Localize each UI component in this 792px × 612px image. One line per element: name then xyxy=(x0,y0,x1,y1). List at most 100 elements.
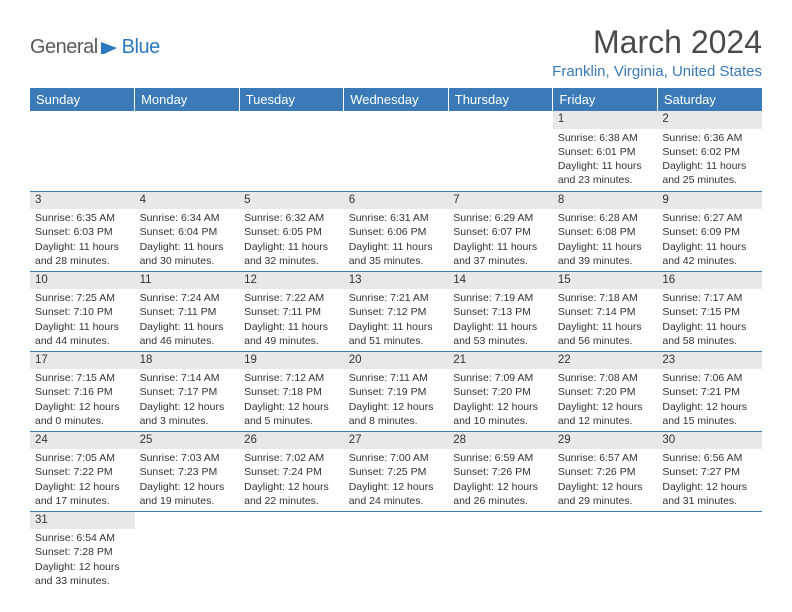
title-area: March 2024 Franklin, Virginia, United St… xyxy=(552,24,762,86)
calendar-week: 24Sunrise: 7:05 AMSunset: 7:22 PMDayligh… xyxy=(30,431,762,511)
calendar-page: General Blue March 2024 Franklin, Virgin… xyxy=(0,0,792,591)
day-number: 11 xyxy=(135,272,240,290)
day-detail: Sunrise: 7:19 AMSunset: 7:13 PMDaylight:… xyxy=(448,289,553,350)
day-detail: Sunrise: 7:17 AMSunset: 7:15 PMDaylight:… xyxy=(657,289,762,350)
day-number: 16 xyxy=(657,272,762,290)
day-detail: Sunrise: 7:06 AMSunset: 7:21 PMDaylight:… xyxy=(657,369,762,430)
day-number: 7 xyxy=(448,192,553,210)
day-number: 21 xyxy=(448,352,553,370)
day-detail: Sunrise: 6:35 AMSunset: 6:03 PMDaylight:… xyxy=(30,209,135,270)
calendar-day: 13Sunrise: 7:21 AMSunset: 7:12 PMDayligh… xyxy=(344,271,449,351)
day-detail: Sunrise: 7:08 AMSunset: 7:20 PMDaylight:… xyxy=(553,369,658,430)
calendar-week: 17Sunrise: 7:15 AMSunset: 7:16 PMDayligh… xyxy=(30,351,762,431)
calendar-day: 1Sunrise: 6:38 AMSunset: 6:01 PMDaylight… xyxy=(553,111,658,191)
calendar-body: 1Sunrise: 6:38 AMSunset: 6:01 PMDaylight… xyxy=(30,111,762,591)
day-detail: Sunrise: 7:22 AMSunset: 7:11 PMDaylight:… xyxy=(239,289,344,350)
calendar-empty xyxy=(239,111,344,191)
calendar-day: 25Sunrise: 7:03 AMSunset: 7:23 PMDayligh… xyxy=(135,431,240,511)
day-detail: Sunrise: 7:14 AMSunset: 7:17 PMDaylight:… xyxy=(135,369,240,430)
day-detail: Sunrise: 6:27 AMSunset: 6:09 PMDaylight:… xyxy=(657,209,762,270)
day-detail: Sunrise: 7:25 AMSunset: 7:10 PMDaylight:… xyxy=(30,289,135,350)
calendar-table: SundayMondayTuesdayWednesdayThursdayFrid… xyxy=(30,88,762,591)
day-detail: Sunrise: 6:36 AMSunset: 6:02 PMDaylight:… xyxy=(657,129,762,190)
weekday-header: Thursday xyxy=(448,88,553,111)
day-detail: Sunrise: 6:34 AMSunset: 6:04 PMDaylight:… xyxy=(135,209,240,270)
calendar-day: 23Sunrise: 7:06 AMSunset: 7:21 PMDayligh… xyxy=(657,351,762,431)
day-number: 12 xyxy=(239,272,344,290)
day-number: 27 xyxy=(344,432,449,450)
calendar-head: SundayMondayTuesdayWednesdayThursdayFrid… xyxy=(30,88,762,111)
weekday-row: SundayMondayTuesdayWednesdayThursdayFrid… xyxy=(30,88,762,111)
day-detail: Sunrise: 6:54 AMSunset: 7:28 PMDaylight:… xyxy=(30,529,135,590)
weekday-header: Friday xyxy=(553,88,658,111)
calendar-day: 20Sunrise: 7:11 AMSunset: 7:19 PMDayligh… xyxy=(344,351,449,431)
day-detail: Sunrise: 7:11 AMSunset: 7:19 PMDaylight:… xyxy=(344,369,449,430)
weekday-header: Saturday xyxy=(657,88,762,111)
header: General Blue March 2024 Franklin, Virgin… xyxy=(30,24,762,86)
location: Franklin, Virginia, United States xyxy=(552,63,762,80)
calendar-day: 6Sunrise: 6:31 AMSunset: 6:06 PMDaylight… xyxy=(344,191,449,271)
logo-text-general: General xyxy=(30,36,98,59)
calendar-day: 28Sunrise: 6:59 AMSunset: 7:26 PMDayligh… xyxy=(448,431,553,511)
calendar-empty xyxy=(344,511,449,591)
weekday-header: Tuesday xyxy=(239,88,344,111)
day-detail: Sunrise: 6:56 AMSunset: 7:27 PMDaylight:… xyxy=(657,449,762,510)
day-detail: Sunrise: 6:59 AMSunset: 7:26 PMDaylight:… xyxy=(448,449,553,510)
logo: General Blue xyxy=(30,36,160,59)
calendar-day: 12Sunrise: 7:22 AMSunset: 7:11 PMDayligh… xyxy=(239,271,344,351)
calendar-day: 26Sunrise: 7:02 AMSunset: 7:24 PMDayligh… xyxy=(239,431,344,511)
calendar-empty xyxy=(135,511,240,591)
calendar-day: 24Sunrise: 7:05 AMSunset: 7:22 PMDayligh… xyxy=(30,431,135,511)
day-detail: Sunrise: 7:05 AMSunset: 7:22 PMDaylight:… xyxy=(30,449,135,510)
day-number: 2 xyxy=(657,111,762,129)
calendar-day: 16Sunrise: 7:17 AMSunset: 7:15 PMDayligh… xyxy=(657,271,762,351)
day-detail: Sunrise: 7:15 AMSunset: 7:16 PMDaylight:… xyxy=(30,369,135,430)
calendar-day: 9Sunrise: 6:27 AMSunset: 6:09 PMDaylight… xyxy=(657,191,762,271)
calendar-empty xyxy=(239,511,344,591)
calendar-empty xyxy=(553,511,658,591)
day-number: 28 xyxy=(448,432,553,450)
day-number: 30 xyxy=(657,432,762,450)
calendar-day: 15Sunrise: 7:18 AMSunset: 7:14 PMDayligh… xyxy=(553,271,658,351)
day-detail: Sunrise: 6:28 AMSunset: 6:08 PMDaylight:… xyxy=(553,209,658,270)
day-number: 19 xyxy=(239,352,344,370)
day-number: 1 xyxy=(553,111,658,129)
calendar-day: 30Sunrise: 6:56 AMSunset: 7:27 PMDayligh… xyxy=(657,431,762,511)
day-number: 22 xyxy=(553,352,658,370)
day-detail: Sunrise: 6:57 AMSunset: 7:26 PMDaylight:… xyxy=(553,449,658,510)
day-number: 31 xyxy=(30,512,135,530)
calendar-day: 3Sunrise: 6:35 AMSunset: 6:03 PMDaylight… xyxy=(30,191,135,271)
weekday-header: Wednesday xyxy=(344,88,449,111)
day-number: 26 xyxy=(239,432,344,450)
day-number: 20 xyxy=(344,352,449,370)
calendar-day: 5Sunrise: 6:32 AMSunset: 6:05 PMDaylight… xyxy=(239,191,344,271)
logo-flag-icon xyxy=(101,40,119,54)
day-detail: Sunrise: 7:09 AMSunset: 7:20 PMDaylight:… xyxy=(448,369,553,430)
day-detail: Sunrise: 7:24 AMSunset: 7:11 PMDaylight:… xyxy=(135,289,240,350)
day-number: 9 xyxy=(657,192,762,210)
weekday-header: Monday xyxy=(135,88,240,111)
day-detail: Sunrise: 7:18 AMSunset: 7:14 PMDaylight:… xyxy=(553,289,658,350)
calendar-week: 31Sunrise: 6:54 AMSunset: 7:28 PMDayligh… xyxy=(30,511,762,591)
day-number: 24 xyxy=(30,432,135,450)
day-number: 15 xyxy=(553,272,658,290)
day-detail: Sunrise: 6:31 AMSunset: 6:06 PMDaylight:… xyxy=(344,209,449,270)
day-number: 6 xyxy=(344,192,449,210)
day-number: 5 xyxy=(239,192,344,210)
calendar-day: 10Sunrise: 7:25 AMSunset: 7:10 PMDayligh… xyxy=(30,271,135,351)
calendar-empty xyxy=(344,111,449,191)
day-detail: Sunrise: 6:29 AMSunset: 6:07 PMDaylight:… xyxy=(448,209,553,270)
calendar-empty xyxy=(657,511,762,591)
day-detail: Sunrise: 6:38 AMSunset: 6:01 PMDaylight:… xyxy=(553,129,658,190)
calendar-empty xyxy=(448,111,553,191)
day-detail: Sunrise: 7:02 AMSunset: 7:24 PMDaylight:… xyxy=(239,449,344,510)
calendar-day: 14Sunrise: 7:19 AMSunset: 7:13 PMDayligh… xyxy=(448,271,553,351)
calendar-empty xyxy=(448,511,553,591)
calendar-day: 21Sunrise: 7:09 AMSunset: 7:20 PMDayligh… xyxy=(448,351,553,431)
day-detail: Sunrise: 6:32 AMSunset: 6:05 PMDaylight:… xyxy=(239,209,344,270)
logo-text-blue: Blue xyxy=(122,36,160,59)
calendar-empty xyxy=(135,111,240,191)
calendar-day: 29Sunrise: 6:57 AMSunset: 7:26 PMDayligh… xyxy=(553,431,658,511)
day-number: 17 xyxy=(30,352,135,370)
calendar-week: 10Sunrise: 7:25 AMSunset: 7:10 PMDayligh… xyxy=(30,271,762,351)
